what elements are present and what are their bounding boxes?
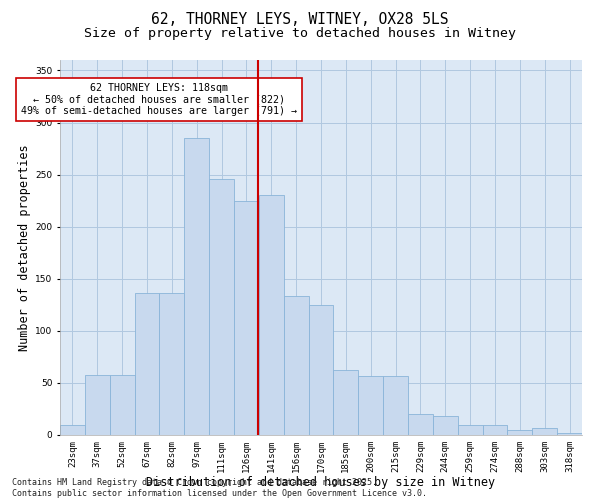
Bar	[308, 305, 334, 435]
Bar	[458, 424, 482, 435]
Bar	[234, 200, 259, 435]
Bar	[557, 433, 582, 435]
X-axis label: Distribution of detached houses by size in Witney: Distribution of detached houses by size …	[146, 476, 496, 490]
Bar	[532, 428, 557, 435]
Y-axis label: Number of detached properties: Number of detached properties	[18, 144, 31, 351]
Bar	[60, 424, 85, 435]
Text: 62, THORNEY LEYS, WITNEY, OX28 5LS: 62, THORNEY LEYS, WITNEY, OX28 5LS	[151, 12, 449, 28]
Bar	[482, 424, 508, 435]
Bar	[134, 294, 160, 435]
Bar	[85, 374, 110, 435]
Bar	[110, 374, 134, 435]
Bar	[160, 294, 184, 435]
Bar	[209, 179, 234, 435]
Bar	[334, 370, 358, 435]
Bar	[508, 430, 532, 435]
Bar	[184, 138, 209, 435]
Bar	[383, 376, 408, 435]
Bar	[358, 376, 383, 435]
Text: Size of property relative to detached houses in Witney: Size of property relative to detached ho…	[84, 28, 516, 40]
Text: 62 THORNEY LEYS: 118sqm
← 50% of detached houses are smaller (822)
49% of semi-d: 62 THORNEY LEYS: 118sqm ← 50% of detache…	[22, 83, 298, 116]
Bar	[259, 196, 284, 435]
Bar	[284, 296, 308, 435]
Bar	[408, 414, 433, 435]
Bar	[433, 416, 458, 435]
Text: Contains HM Land Registry data © Crown copyright and database right 2025.
Contai: Contains HM Land Registry data © Crown c…	[12, 478, 427, 498]
